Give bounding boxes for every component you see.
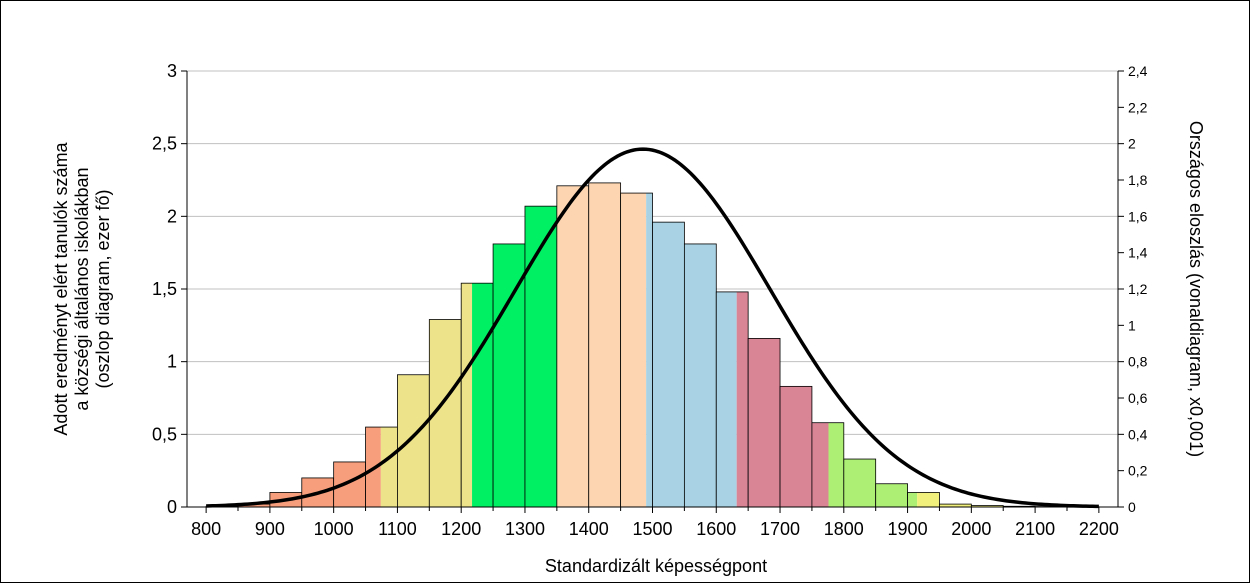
y-tick-label-3: 1,5 (152, 279, 177, 299)
bar-fill-8-2 (472, 283, 494, 507)
y-axis-title-line-3: (oszlop diagram, ezer fő) (93, 189, 113, 388)
y2-tick-label-5: 1 (1128, 317, 1136, 333)
x-tick-label-0: 800 (191, 519, 221, 539)
x-tick-label-7: 1500 (632, 519, 672, 539)
tick-labels: 0 0,5 1 1,5 2 2,5 3 0 0,2 0,4 0,6 0,8 1 1,2 1,4 1,6 1,8 2… (152, 61, 1148, 539)
bar-fill-20-6 (843, 459, 876, 507)
bar-fill-13-4 (646, 193, 653, 507)
bar-fill-17-5 (748, 338, 781, 507)
y-tick-label-6: 3 (167, 61, 177, 81)
bar-fill-24-7 (971, 505, 1004, 507)
y-tick-label-2: 1 (167, 352, 177, 372)
y2-tick-label-2: 0,4 (1128, 426, 1148, 442)
y2-tick-label-9: 1,8 (1128, 172, 1148, 188)
bar-fill-13-3 (620, 193, 647, 507)
y2-tick-label-7: 1,4 (1128, 245, 1148, 261)
x-tick-label-12: 2000 (951, 519, 991, 539)
x-tick-label-10: 1800 (824, 519, 864, 539)
bar-fill-10-2 (524, 206, 557, 507)
x-tick-label-9: 1700 (760, 519, 800, 539)
bar-fill-22-6 (907, 492, 918, 507)
y2-tick-label-10: 2 (1128, 136, 1136, 152)
axes (181, 70, 1124, 513)
y-tick-label-0: 0 (167, 497, 177, 517)
bar-fill-21-6 (875, 483, 908, 507)
x-tick-label-2: 1000 (314, 519, 354, 539)
y2-tick-label-8: 1,6 (1128, 208, 1148, 224)
bar-fill-19-6 (828, 422, 844, 507)
distribution-line (206, 147, 1099, 509)
x-tick-label-3: 1100 (378, 519, 417, 539)
bar-fill-6-1 (397, 374, 430, 507)
y-tick-label-5: 2,5 (152, 134, 177, 154)
bar-fill-12-3 (588, 182, 621, 507)
y-axis-title-line-1: Adott eredményt elért tanulók száma (51, 141, 71, 435)
y-tick-label-1: 0,5 (152, 424, 177, 444)
x-tick-label-5: 1300 (505, 519, 545, 539)
x-axis-title: Standardizált képességpont (545, 556, 767, 576)
bar-fill-14-4 (652, 222, 685, 507)
bar-fill-1-0 (238, 504, 270, 507)
bar-fill-19-5 (811, 422, 829, 507)
x-tick-label-8: 1600 (696, 519, 736, 539)
x-tick-label-14: 2200 (1079, 519, 1119, 539)
y2-tick-label-1: 0,2 (1128, 463, 1148, 479)
bar-fill-8-1 (461, 283, 473, 507)
x-tick-label-11: 1900 (888, 519, 928, 539)
bar-fill-22-7 (917, 492, 940, 507)
y-tick-label-4: 2 (167, 206, 177, 226)
y2-tick-label-4: 0,8 (1128, 354, 1148, 370)
bar-fill-18-5 (780, 386, 812, 507)
y2-tick-label-0: 0 (1128, 499, 1136, 515)
bar-fill-11-3 (556, 185, 589, 507)
bar-fill-5-1 (380, 427, 398, 507)
y2-axis-title: Országos eloszlás (vonaldiagram, x0,001) (1186, 121, 1206, 457)
x-tick-label-6: 1400 (569, 519, 609, 539)
bars (205, 182, 1100, 508)
y2-tick-label-11: 2,2 (1128, 99, 1148, 115)
national-distribution-curve (206, 147, 1099, 509)
y2-tick-label-12: 2,4 (1128, 63, 1148, 79)
y2-tick-label-3: 0,6 (1128, 390, 1148, 406)
y-axis-title-line-2: a községi általános iskolákban (72, 167, 92, 410)
bar-fill-15-4 (684, 243, 717, 508)
x-tick-label-4: 1200 (441, 519, 481, 539)
x-tick-label-1: 900 (255, 519, 285, 539)
bar-fill-23-7 (939, 504, 972, 507)
bar-fill-9-2 (493, 243, 525, 508)
bar-fill-16-5 (736, 291, 749, 507)
y2-tick-label-6: 1,2 (1128, 281, 1148, 297)
bar-fill-16-4 (716, 291, 737, 507)
x-tick-label-13: 2100 (1015, 519, 1055, 539)
